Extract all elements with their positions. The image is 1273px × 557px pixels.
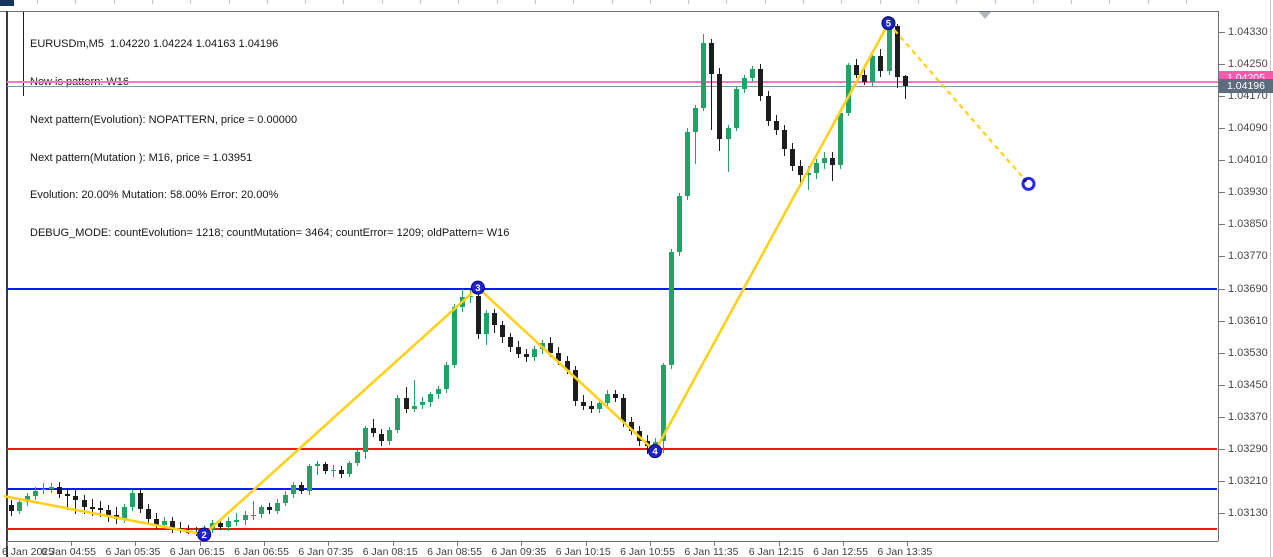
ruler-tick [305, 0, 307, 4]
ruler-tick [496, 0, 498, 4]
price-axis-tick [1219, 64, 1225, 66]
price-axis-label: 1.03370 [1228, 410, 1268, 423]
price-axis-label: 1.03770 [1228, 250, 1268, 263]
time-axis-label: 6 Jan 10:15 [555, 546, 611, 557]
time-axis-label: 6 Jan 09:35 [491, 546, 547, 557]
ruler-tick [534, 0, 536, 4]
ruler-tick [726, 0, 728, 4]
ruler-tick [764, 0, 766, 4]
chart-plot-area[interactable] [7, 12, 1218, 541]
ruler-tick [113, 0, 115, 4]
price-axis-label: 1.04010 [1228, 154, 1268, 167]
price-axis-label: 1.04250 [1228, 58, 1268, 71]
price-axis-separator [1218, 11, 1219, 541]
ruler-tick [228, 0, 230, 4]
price-axis-label: 1.03690 [1228, 282, 1268, 295]
price-axis-tick [1219, 512, 1225, 514]
ruler-tick [266, 0, 268, 4]
ruler-tick [688, 0, 690, 4]
ruler-tick [343, 0, 345, 4]
ruler-tick [649, 0, 651, 4]
time-axis-label: 6 Jan 04:55 [41, 546, 96, 557]
bid-price-label: 1.04196 [1219, 78, 1273, 93]
price-axis-tick [1219, 320, 1225, 322]
price-axis-label: 1.03450 [1228, 378, 1268, 391]
time-axis-label: 6 Jan 06:15 [169, 546, 225, 557]
ruler-tick [151, 0, 153, 4]
price-axis-label: 1.03930 [1228, 186, 1268, 199]
price-axis-label: 1.03530 [1228, 346, 1268, 359]
ruler-tick [956, 0, 958, 4]
ruler-tick [917, 0, 919, 4]
price-axis-label: 1.03850 [1228, 218, 1268, 231]
time-axis-label: 6 Jan 10:55 [620, 546, 675, 557]
plot-bottom-border [6, 541, 1218, 542]
price-axis-tick [1219, 384, 1225, 386]
window-corner-block [0, 0, 14, 6]
ruler-tick [1032, 0, 1034, 4]
price-axis-tick [1219, 224, 1225, 226]
chart-shift-marker[interactable] [979, 12, 991, 19]
ruler-tick [381, 0, 383, 4]
ruler-tick [879, 0, 881, 4]
time-axis-label: 6 Jan 11:35 [684, 546, 739, 557]
price-axis-label: 1.03210 [1228, 474, 1268, 487]
ruler-tick [611, 0, 613, 4]
time-axis-label: 6 Jan 08:55 [427, 546, 482, 557]
window-right-edge [1270, 0, 1271, 557]
price-axis-tick [1219, 352, 1225, 354]
plot-top-border [0, 11, 1218, 12]
time-axis-label: 6 Jan 06:55 [234, 546, 289, 557]
ruler-tick [573, 0, 575, 4]
price-axis-tick [1219, 96, 1225, 98]
ask-price-label: 1.04205 [1219, 71, 1273, 86]
time-axis-label: 6 Jan 12:15 [748, 546, 804, 557]
ruler-tick [1071, 0, 1073, 4]
price-axis-tick [1219, 448, 1225, 450]
time-axis-label: 6 Jan 07:35 [298, 546, 354, 557]
ruler-tick [1109, 0, 1111, 4]
time-axis-label: 6 Jan 13:35 [877, 546, 933, 557]
ruler-tick [37, 0, 38, 4]
ruler-tick [803, 0, 804, 4]
ruler-tick [1186, 0, 1187, 4]
price-axis-tick [1219, 32, 1225, 33]
price-axis-tick [1219, 256, 1225, 258]
time-axis-label: 6 Jan 2025 [2, 546, 54, 557]
price-axis-label: 1.03290 [1228, 442, 1268, 455]
price-axis-label: 1.04090 [1228, 122, 1268, 135]
time-axis-label: 6 Jan 08:15 [362, 546, 418, 557]
ruler-tick [1147, 0, 1149, 4]
ruler-tick [420, 0, 421, 4]
price-axis-label: 1.04330 [1228, 26, 1268, 38]
price-axis-label: 1.03610 [1228, 314, 1268, 327]
ruler-tick [458, 0, 460, 4]
price-axis-tick [1219, 160, 1225, 162]
ruler-tick [75, 0, 77, 4]
price-axis-label: 1.04170 [1228, 90, 1268, 103]
price-axis-tick [1219, 288, 1225, 290]
ruler-tick [841, 0, 843, 4]
price-axis-tick [1219, 416, 1225, 418]
ruler-tick [994, 0, 996, 4]
price-axis-tick [1219, 192, 1225, 194]
price-axis-tick [1219, 128, 1225, 130]
time-axis-label: 6 Jan 12:55 [813, 546, 868, 557]
ruler-tick [190, 0, 192, 4]
time-axis-label: 6 Jan 05:35 [105, 546, 161, 557]
price-axis-tick [1219, 480, 1225, 482]
price-axis-label: 1.03130 [1228, 506, 1268, 519]
